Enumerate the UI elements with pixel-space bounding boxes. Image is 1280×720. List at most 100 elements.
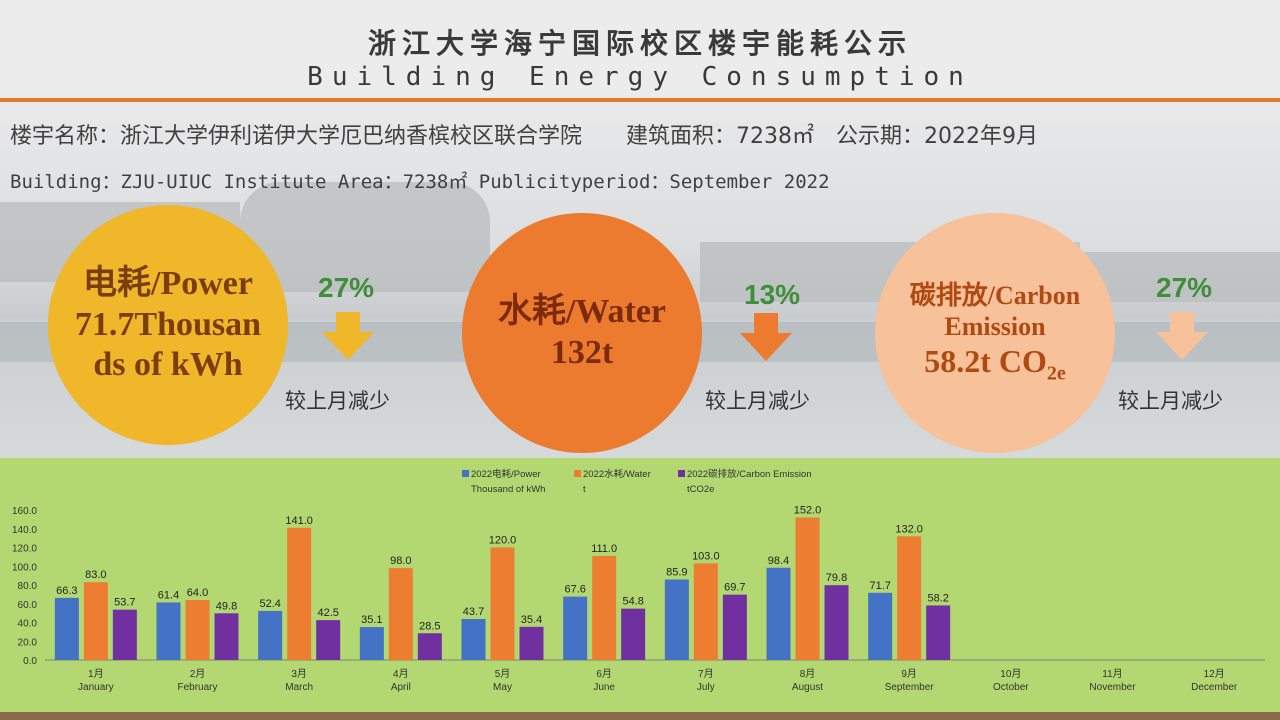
bar [795,517,820,660]
bar [824,585,849,660]
data-label: 132.0 [895,523,923,535]
bar [868,592,893,660]
x-tick-label: March [285,682,313,693]
x-tick-label: 9月 [901,668,917,680]
water-value: 132t [550,334,614,371]
bar [359,627,384,660]
legend-swatch [678,470,685,477]
y-tick-label: 80.0 [18,581,38,592]
data-label: 152.0 [794,505,822,517]
x-tick-label: 11月 [1102,668,1122,680]
y-tick-label: 0.0 [23,656,37,667]
x-tick-label: 10月 [1000,668,1021,680]
power-value-line1: 71.7Thousan [74,305,262,343]
bar [766,567,791,660]
x-tick-label: 1月 [88,668,104,680]
bar [287,527,312,660]
x-tick-label: June [593,682,615,693]
bar [258,610,283,660]
data-label: 35.1 [361,614,382,626]
x-tick-label: February [177,682,217,693]
y-tick-label: 100.0 [12,562,37,573]
carbon-change-percent: 27% [1156,272,1213,303]
page-title-cn: 浙江大学海宁国际校区楼宇能耗公示 [367,27,912,60]
building-info-cn: 楼宇名称：浙江大学伊利诺伊大学厄巴纳香槟校区联合学院 建筑面积：7238㎡ 公示… [10,124,1038,149]
data-label: 85.9 [666,566,687,578]
bottom-strip [0,712,1280,720]
x-tick-label: November [1089,682,1136,693]
data-label: 52.4 [259,598,280,610]
bar [722,594,747,660]
y-tick-label: 40.0 [18,619,38,630]
x-tick-label: April [391,682,411,693]
bar [926,605,951,660]
data-label: 79.8 [826,572,847,584]
x-tick-label: 2月 [190,668,206,680]
bar [693,563,718,660]
x-tick-label: August [792,682,823,693]
x-tick-label: January [78,682,114,693]
data-label: 61.4 [158,589,179,601]
bar [592,555,617,660]
x-tick-label: 7月 [698,668,714,680]
data-label: 53.7 [114,597,135,609]
data-label: 141.0 [285,515,313,527]
bar [519,626,544,660]
bar [417,633,442,660]
bar [461,619,486,660]
bar [897,536,922,660]
data-label: 98.0 [390,555,411,567]
bar [185,600,210,660]
bar [563,596,588,660]
page-title-en: Building Energy Consumption [307,62,973,92]
legend-label: 2022水耗/Water [583,468,651,480]
legend-swatch [462,470,469,477]
y-tick-label: 120.0 [12,544,37,555]
building-info-en: Building：ZJU-UIUC Institute Area：7238㎡ P… [10,171,830,193]
power-label: 电耗/Power [83,264,253,302]
x-tick-label: December [1191,682,1238,693]
y-tick-label: 160.0 [12,506,37,517]
legend-label: Thousand of kWh [471,484,545,495]
carbon-value: 58.2t CO2e [924,343,1066,385]
bar [214,613,239,660]
legend-label: tCO2e [687,484,714,495]
x-tick-label: 8月 [800,668,816,680]
carbon-label-line2: Emission [944,312,1046,342]
power-change-label: 较上月减少 [285,389,390,413]
data-label: 64.0 [187,587,208,599]
data-label: 120.0 [489,535,517,547]
data-label: 49.8 [216,600,237,612]
bar [621,608,646,660]
x-tick-label: May [493,682,512,693]
y-tick-label: 140.0 [12,525,37,536]
data-label: 54.8 [622,596,643,608]
header: 浙江大学海宁国际校区楼宇能耗公示 Building Energy Consump… [0,0,1280,100]
chart-panel: 0.0 20.0 40.0 60.0 80.0 100.0 120.0 140.0 160.0 1… [0,458,1280,712]
bar [490,547,515,660]
arrow-down-icon [322,312,374,360]
arrow-down-icon [1156,312,1208,360]
legend-swatch [574,470,581,477]
data-label: 43.7 [463,606,484,618]
water-change-percent: 13% [744,279,801,310]
legend-label: 2022碳排放/Carbon Emission [687,468,812,480]
monthly-consumption-chart: 0.0 20.0 40.0 60.0 80.0 100.0 120.0 140.0 160.0 1… [12,468,1265,693]
bar [316,620,341,660]
bar [83,582,108,660]
data-label: 28.5 [419,620,440,632]
x-tick-label: October [993,682,1029,693]
x-tick-label: 5月 [495,668,511,680]
divider [0,98,1280,102]
data-label: 98.4 [768,555,789,567]
x-tick-label: July [697,682,715,693]
arrow-down-icon [740,313,792,361]
x-tick-label: 3月 [291,668,307,680]
carbon-summary-circle: 碳排放/Carbon Emission 58.2t CO2e [875,213,1115,453]
x-tick-label: 4月 [393,668,409,680]
data-label: 71.7 [869,580,890,592]
data-label: 67.6 [564,584,585,596]
legend-label: 2022电耗/Power [471,468,541,480]
data-label: 66.3 [56,585,77,597]
carbon-label: 碳排放/Carbon [909,281,1081,311]
